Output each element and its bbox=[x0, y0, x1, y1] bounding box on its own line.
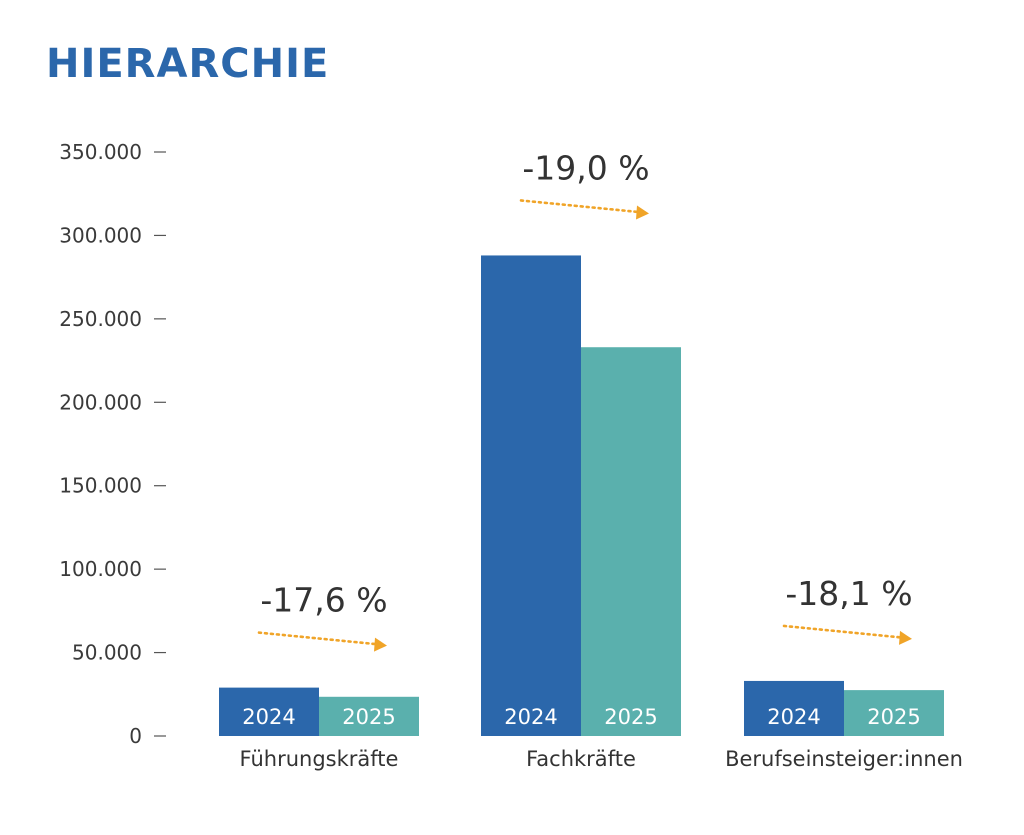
y-axis: 0 50.000 100.000 150.000 200.000 250.000 300.0… bbox=[59, 140, 166, 748]
bar-2024 bbox=[481, 255, 581, 737]
y-tick-label: 150.000 bbox=[59, 474, 142, 498]
change-percent-label: -17,6 % bbox=[260, 581, 387, 620]
trend-arrow-head bbox=[899, 630, 912, 645]
y-tick-label: 350.000 bbox=[59, 140, 142, 164]
bar-series-label: 2025 bbox=[604, 705, 657, 729]
category-labels: Führungskräfte Fachkräfte Berufseinsteiger… bbox=[240, 747, 963, 771]
trend-arrow-line bbox=[782, 624, 908, 640]
bar-2025 bbox=[844, 690, 944, 736]
bar-series-label: 2025 bbox=[342, 705, 395, 729]
change-percent-label: -19,0 % bbox=[522, 148, 649, 187]
y-tick-label: 200.000 bbox=[59, 390, 142, 414]
change-percent-label: -18,1 % bbox=[785, 574, 912, 613]
y-tick-label: 0 bbox=[129, 724, 142, 748]
y-tick-label: 50.000 bbox=[72, 641, 142, 665]
trend-arrow-head bbox=[636, 205, 649, 220]
y-tick-label: 250.000 bbox=[59, 307, 142, 331]
category-label: Führungskräfte bbox=[240, 747, 399, 771]
trend-arrow-head bbox=[374, 637, 387, 652]
bar-series-label: 2024 bbox=[767, 705, 820, 729]
bar-2024 bbox=[744, 680, 844, 736]
change-annotations: -17,6 % -19,0 % -18,1 % bbox=[257, 148, 913, 652]
y-tick-label: 100.000 bbox=[59, 557, 142, 581]
chart-title: HIERARCHIE bbox=[46, 41, 330, 87]
bars: 2024 2025 2024 2025 2024 2025 bbox=[219, 255, 944, 737]
trend-arrow-line bbox=[257, 631, 383, 646]
category-label: Berufseinsteiger:innen bbox=[725, 747, 963, 771]
category-label: Fachkräfte bbox=[526, 747, 636, 771]
bar-series-label: 2024 bbox=[504, 705, 557, 729]
bar-2024 bbox=[219, 687, 319, 736]
y-tick-label: 300.000 bbox=[59, 223, 142, 247]
bar-series-label: 2024 bbox=[242, 705, 295, 729]
trend-arrow-line bbox=[519, 199, 645, 214]
bar-2025 bbox=[581, 347, 681, 736]
bar-2025 bbox=[319, 696, 419, 736]
bar-series-label: 2025 bbox=[867, 705, 920, 729]
